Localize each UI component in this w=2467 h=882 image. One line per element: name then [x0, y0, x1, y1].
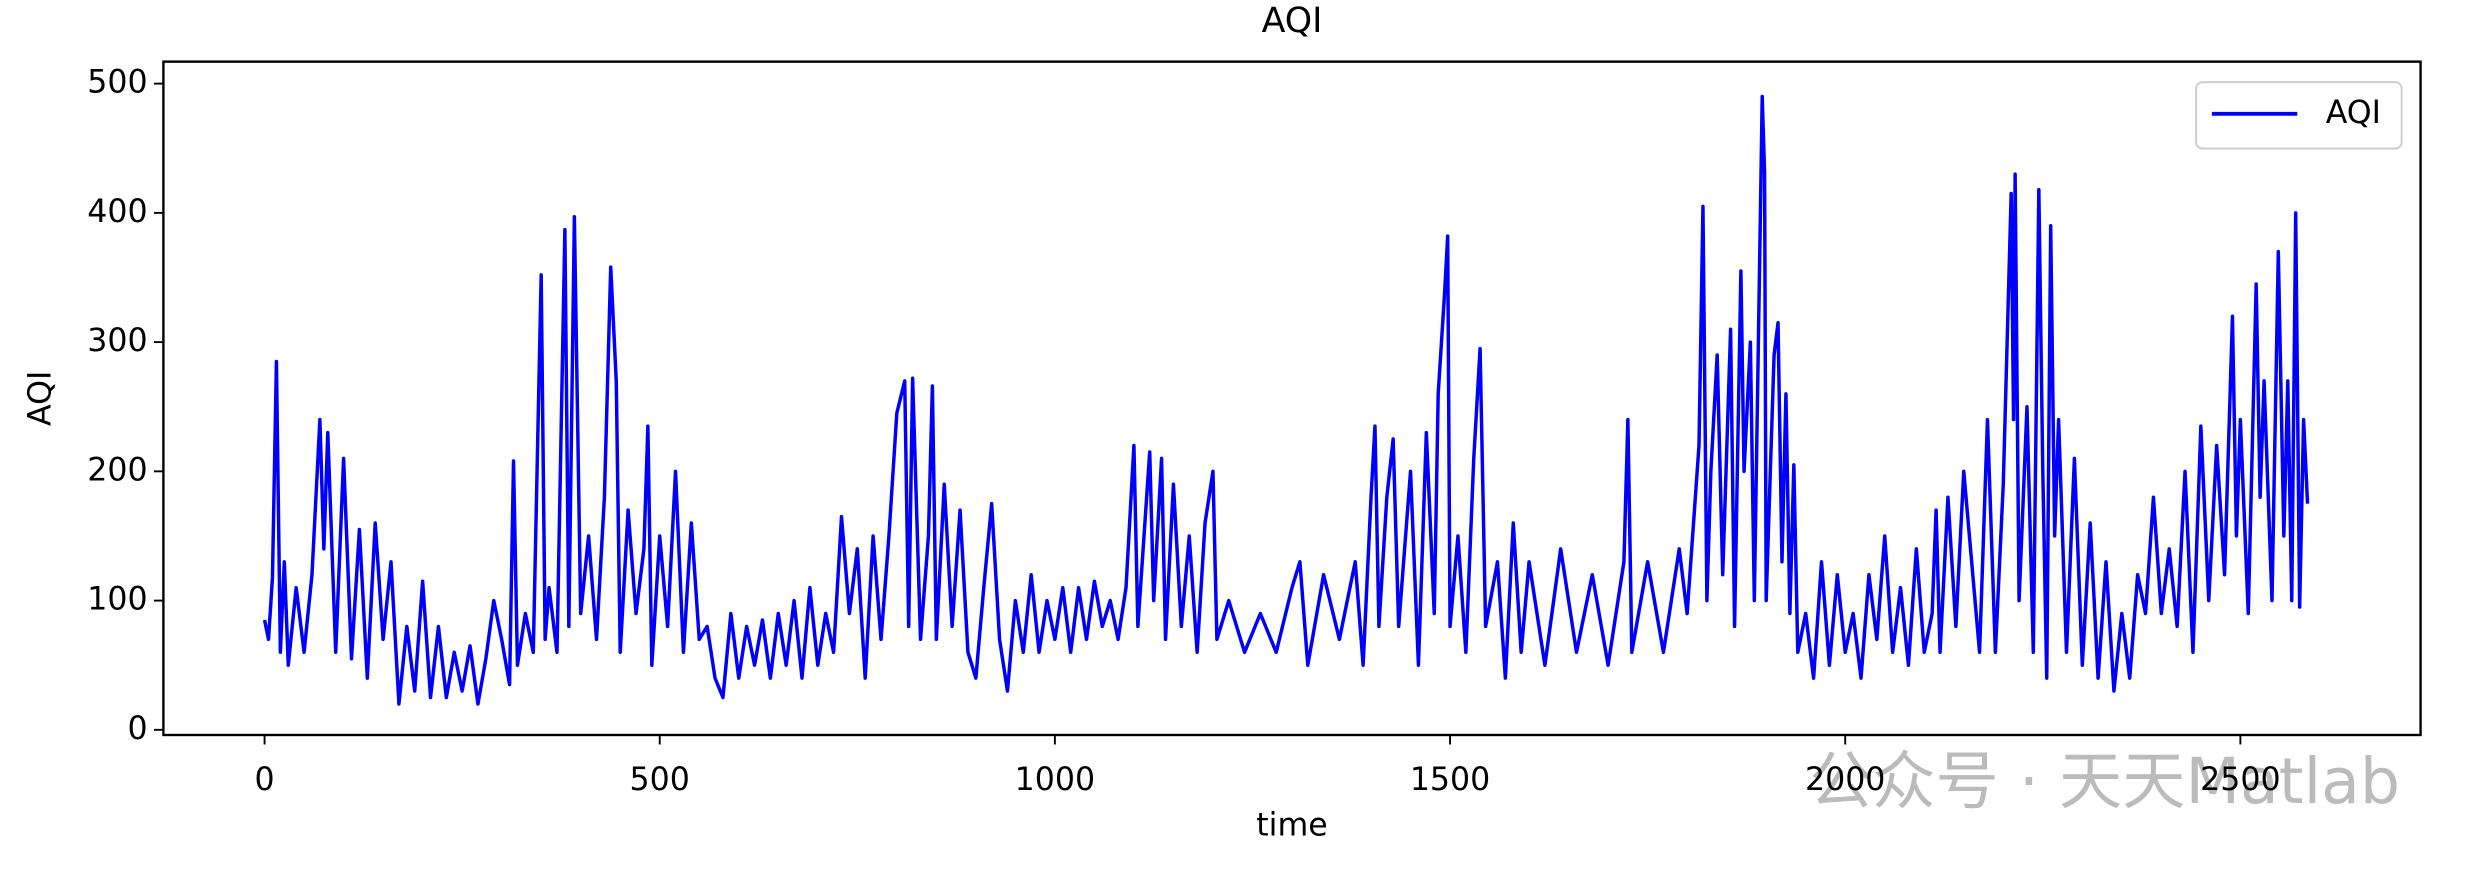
- legend-box: [2195, 81, 2403, 150]
- y-tick-label: 400: [87, 194, 147, 230]
- legend-label: AQI: [2326, 95, 2381, 131]
- y-tick-label: 500: [87, 65, 147, 101]
- x-tick-label: 1000: [1015, 762, 1095, 798]
- data-line: [262, 94, 2310, 706]
- x-tick-label: 2000: [1805, 762, 1885, 798]
- watermark: 公众号 · 天天Matlab: [1809, 744, 2400, 818]
- y-axis-label: AQI: [23, 371, 59, 426]
- legend: AQI: [2195, 81, 2403, 150]
- y-tick-label: 100: [87, 582, 147, 618]
- x-tick-label: 2500: [2200, 762, 2280, 798]
- x-tick-label: 1500: [1410, 762, 1490, 798]
- x-axis-label: time: [1256, 808, 1327, 844]
- x-tick-label: 0: [255, 762, 275, 798]
- chart-title: AQI: [1262, 1, 1323, 41]
- y-tick-label: 200: [87, 452, 147, 488]
- plot-frame: [162, 60, 2422, 737]
- y-tick-label: 0: [127, 711, 147, 747]
- x-tick-label: 500: [630, 762, 690, 798]
- y-tick-label: 300: [87, 323, 147, 359]
